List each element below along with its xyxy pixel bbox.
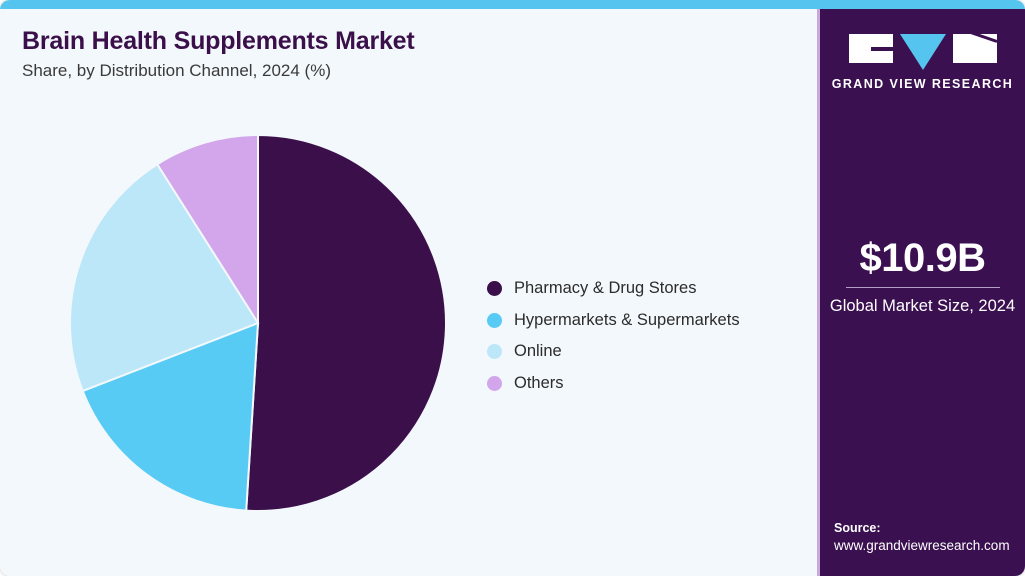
chart-legend: Pharmacy & Drug Stores Hypermarkets & Su… [487, 273, 740, 399]
brand-logo: GRAND VIEW RESEARCH [820, 34, 1025, 91]
pie-slice[interactable] [155, 135, 259, 327]
logo-letter-r-icon [952, 34, 997, 63]
pie-chart-svg [70, 135, 446, 511]
logo-marks [820, 34, 1025, 70]
logo-letter-g-icon [848, 34, 893, 63]
side-panel: GRAND VIEW RESEARCH $10.9B Global Market… [820, 9, 1025, 576]
legend-label: Others [514, 373, 564, 392]
source-block: Source: www.grandviewresearch.com [834, 519, 1024, 556]
stat-divider [845, 287, 1000, 288]
pie-slice[interactable] [245, 135, 446, 511]
pie-slice[interactable] [81, 321, 260, 511]
page-title: Brain Health Supplements Market [22, 27, 415, 55]
logo-triangle-v-icon [899, 34, 946, 70]
stat-caption: Global Market Size, 2024 [829, 297, 1016, 315]
legend-label: Pharmacy & Drug Stores [514, 279, 697, 298]
pie-slice[interactable] [70, 162, 260, 393]
pie-chart [70, 135, 446, 511]
source-label: Source: [834, 520, 881, 535]
logo-wordmark: GRAND VIEW RESEARCH [831, 77, 1014, 91]
legend-label: Online [514, 342, 562, 361]
chart-area: Brain Health Supplements Market Share, b… [0, 9, 818, 576]
legend-item-others[interactable]: Others [487, 368, 740, 400]
source-url[interactable]: www.grandviewresearch.com [834, 538, 1010, 554]
legend-item-online[interactable]: Online [487, 336, 740, 368]
market-size-stat: $10.9B Global Market Size, 2024 [820, 237, 1025, 317]
legend-item-pharmacy-drug-stores[interactable]: Pharmacy & Drug Stores [487, 273, 740, 305]
panel-divider [817, 9, 820, 576]
legend-label: Hypermarkets & Supermarkets [514, 310, 740, 329]
stat-value: $10.9B [859, 236, 986, 280]
legend-swatch-icon [487, 312, 502, 328]
legend-swatch-icon [487, 344, 502, 360]
page-subtitle: Share, by Distribution Channel, 2024 (%) [22, 61, 331, 80]
legend-swatch-icon [487, 281, 502, 297]
top-accent-bar [0, 0, 1025, 9]
legend-swatch-icon [487, 375, 502, 391]
legend-item-hypermarkets-supermarkets[interactable]: Hypermarkets & Supermarkets [487, 305, 740, 337]
